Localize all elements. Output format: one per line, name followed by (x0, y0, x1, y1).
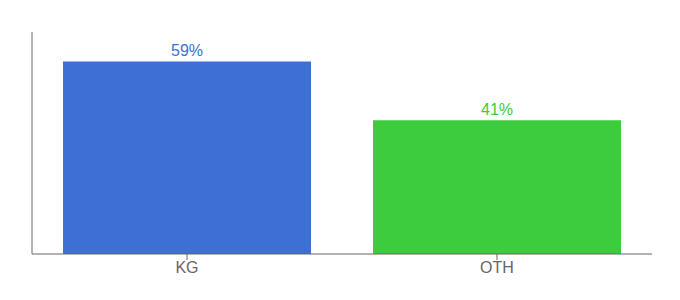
svg-text:OTH: OTH (480, 259, 514, 276)
svg-text:41%: 41% (481, 101, 513, 118)
svg-text:KG: KG (175, 259, 198, 276)
svg-text:59%: 59% (171, 42, 203, 59)
